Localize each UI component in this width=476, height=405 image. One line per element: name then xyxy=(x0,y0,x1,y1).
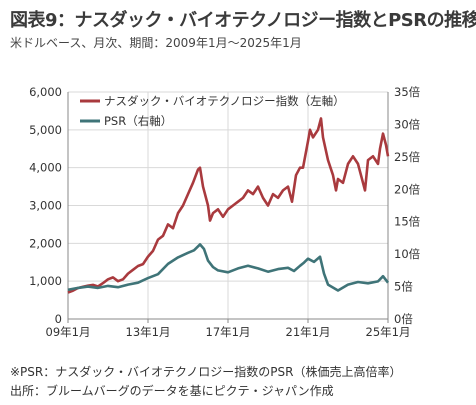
y-right-tick-label: 30倍 xyxy=(394,117,421,131)
y-right-tick-label: 25倍 xyxy=(394,150,421,164)
y-left-tick-label: 6,000 xyxy=(29,85,62,99)
line-chart: 0 1,000 2,000 3,000 4,000 5,000 6,000 0倍 5倍 10倍 1… xyxy=(29,85,421,339)
x-tick-label: 09年1月 xyxy=(46,325,91,339)
chart-subtitle: 米ドルベース、月次、期間：2009年1月～2025年1月 xyxy=(10,36,302,50)
y-left-tick-label: 1,000 xyxy=(29,274,62,288)
y-left-tick-label: 0 xyxy=(55,312,62,326)
x-tick-label: 21年1月 xyxy=(286,325,331,339)
y-axis-right: 0倍 5倍 10倍 15倍 20倍 25倍 30倍 35倍 xyxy=(394,85,421,326)
y-right-tick-label: 20倍 xyxy=(394,182,421,196)
y-left-tick-label: 3,000 xyxy=(29,199,62,213)
series-lines xyxy=(67,117,390,294)
gridlines xyxy=(68,91,388,319)
y-right-tick-label: 5倍 xyxy=(394,280,413,294)
legend-label-psr: PSR（右軸） xyxy=(104,114,172,128)
y-right-tick-label: 35倍 xyxy=(394,85,421,99)
footnote-psr: ※PSR：ナスダック・バイオテクノロジー指数のPSR（株価売上高倍率） xyxy=(10,365,402,379)
legend: ナスダック・バイオテクノロジー指数（左軸） PSR（右軸） xyxy=(80,94,345,128)
series-line-index xyxy=(67,117,390,294)
y-left-tick-label: 4,000 xyxy=(29,161,62,175)
y-left-tick-label: 5,000 xyxy=(29,123,62,137)
legend-label-index: ナスダック・バイオテクノロジー指数（左軸） xyxy=(104,94,345,108)
chart-title: 図表9：ナスダック・バイオテクノロジー指数とPSRの推移 xyxy=(10,10,476,31)
series-line-psr xyxy=(67,243,390,292)
x-axis: 09年1月 13年1月 17年1月 21年1月 25年1月 xyxy=(46,319,411,339)
y-left-tick-label: 2,000 xyxy=(29,236,62,250)
y-axis-left: 0 1,000 2,000 3,000 4,000 5,000 6,000 xyxy=(29,85,62,326)
y-right-tick-label: 0倍 xyxy=(394,312,413,326)
source-note: 出所：ブルームバーグのデータを基にピクテ・ジャパン作成 xyxy=(10,384,334,398)
x-tick-label: 13年1月 xyxy=(126,325,171,339)
x-tick-label: 25年1月 xyxy=(366,325,411,339)
y-right-tick-label: 15倍 xyxy=(394,215,421,229)
x-tick-label: 17年1月 xyxy=(206,325,251,339)
y-right-tick-label: 10倍 xyxy=(394,247,421,261)
